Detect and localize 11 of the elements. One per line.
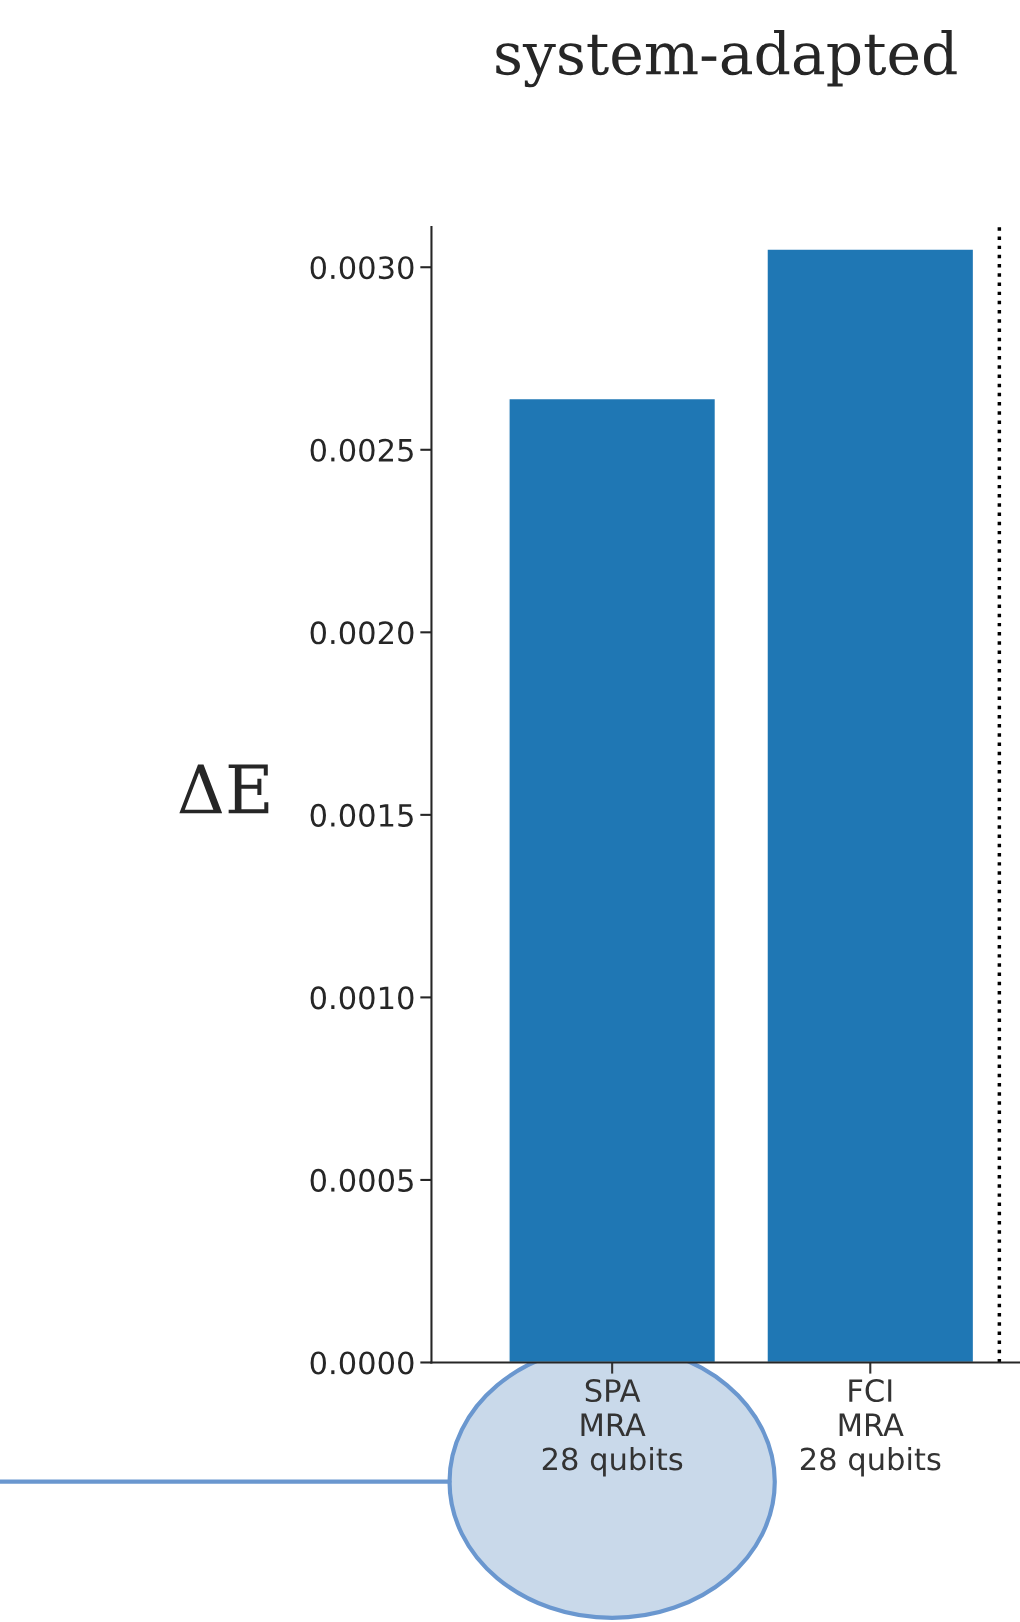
y-axis-title: ΔE	[179, 764, 269, 814]
x-tick-label: FCI MRA 28 qubits	[800, 1378, 941, 1477]
y-tick-label: 0.0005	[310, 1168, 413, 1192]
y-tick-label: 0.0030	[310, 256, 414, 280]
y-tick-label: 0.0025	[310, 438, 413, 462]
y-tick-label: 0.0000	[310, 1351, 414, 1375]
y-tick-label: 0.0020	[310, 621, 414, 645]
y-tick-label: 0.0015	[310, 803, 413, 827]
chart-title: system-adapted	[496, 29, 957, 88]
y-tick-label: 0.0010	[310, 986, 414, 1010]
x-tick-label: SPA MRA 28 qubits	[542, 1378, 683, 1477]
